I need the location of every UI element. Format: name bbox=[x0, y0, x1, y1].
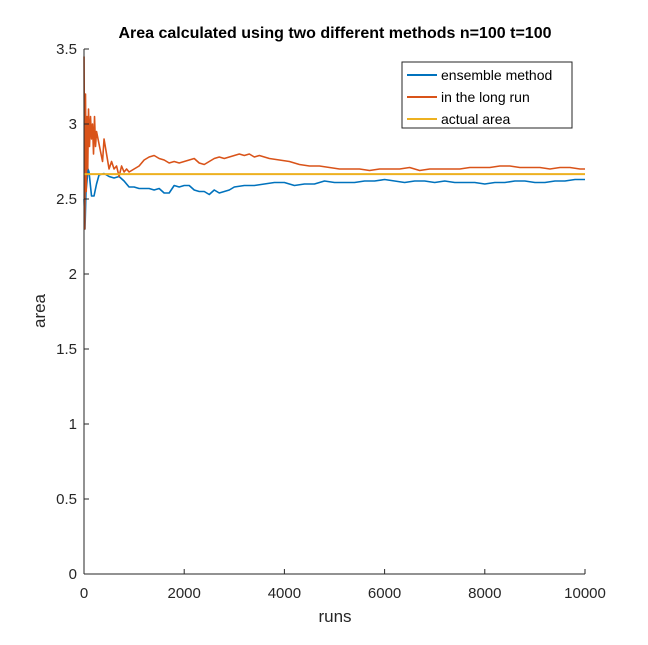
x-tick-label: 8000 bbox=[468, 585, 501, 602]
chart-title: Area calculated using two different meth… bbox=[118, 25, 551, 42]
legend: ensemble method in the long run actual a… bbox=[401, 61, 573, 129]
ensemble-method-line bbox=[83, 168, 585, 230]
y-tick-label: 1.5 bbox=[56, 341, 77, 358]
x-axis-label: runs bbox=[318, 607, 351, 626]
legend-label-ensemble-method: ensemble method bbox=[441, 67, 552, 83]
y-tick-label: 1 bbox=[69, 416, 77, 433]
y-tick-label: 0.5 bbox=[56, 491, 77, 508]
x-tick-label: 4000 bbox=[268, 585, 301, 602]
x-tick-label: 2000 bbox=[168, 585, 201, 602]
legend-label-in-the-long-run: in the long run bbox=[441, 89, 530, 105]
y-tick-label: 2 bbox=[69, 266, 77, 283]
y-tick-label: 3.5 bbox=[56, 41, 77, 58]
x-tick-label: 6000 bbox=[368, 585, 401, 602]
y-tick-label: 0 bbox=[69, 566, 77, 583]
legend-label-actual-area: actual area bbox=[441, 111, 510, 127]
series-group bbox=[83, 56, 585, 230]
plot-area bbox=[84, 49, 585, 574]
y-tick-label: 3 bbox=[69, 116, 77, 133]
x-ticks: 0 2000 4000 6000 8000 10000 bbox=[80, 569, 606, 602]
x-tick-label: 10000 bbox=[564, 585, 606, 602]
y-ticks: 0 0.5 1 1.5 2 2.5 3 3.5 bbox=[56, 41, 89, 583]
y-axis-label: area bbox=[30, 293, 49, 328]
x-tick-label: 0 bbox=[80, 585, 88, 602]
legend-box bbox=[401, 61, 573, 129]
y-tick-label: 2.5 bbox=[56, 191, 77, 208]
in-the-long-run-line bbox=[83, 56, 585, 230]
